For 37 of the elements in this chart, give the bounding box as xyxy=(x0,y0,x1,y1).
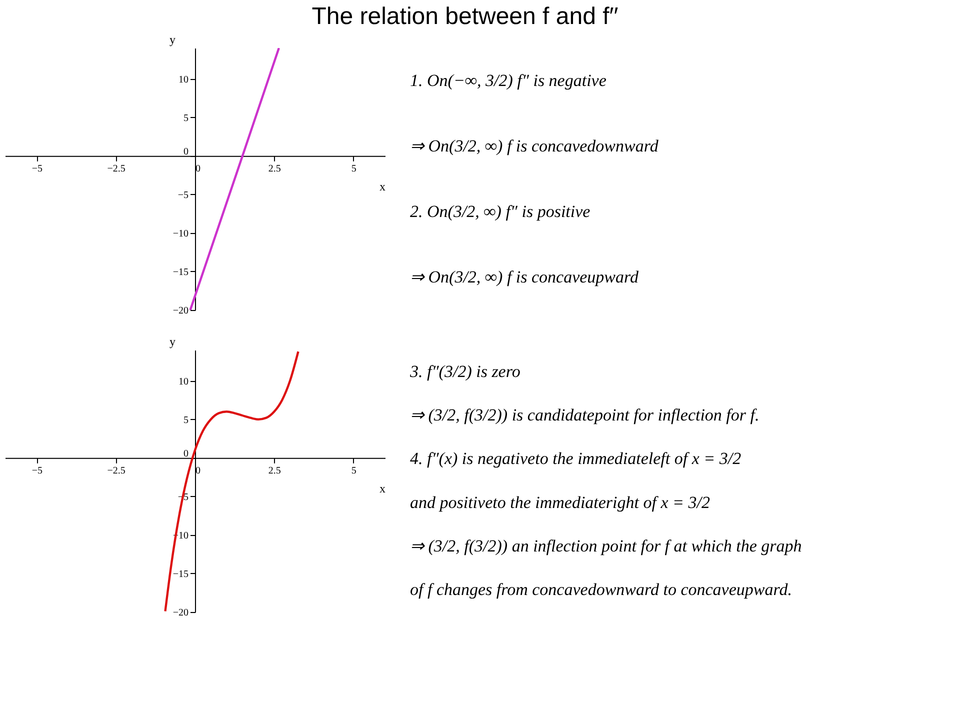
y-tick-label: 10 xyxy=(178,376,188,388)
y-tick-label: −15 xyxy=(172,266,188,278)
x-tick-label: 0 xyxy=(196,163,200,174)
text: and positiveto the immediateright of x = 3/2 xyxy=(410,492,710,512)
text: 2. On(3/2, ∞) f″ is positive xyxy=(410,202,591,221)
y-tick-label: 5 xyxy=(184,112,188,124)
y-tick-label: −15 xyxy=(172,568,188,580)
text: of f changes from concavedownward to concaveupward. xyxy=(410,580,792,600)
y-tick-label: 10 xyxy=(178,74,188,86)
text: ⇒ On(3/2, ∞) f is concaveupward xyxy=(410,267,640,286)
text: 3. f″(3/2) is zero xyxy=(409,362,520,381)
x-tick-label: 2.5 xyxy=(268,163,281,174)
y-tick-label: −10 xyxy=(172,228,188,240)
x-tick-label: 0 xyxy=(196,465,200,476)
text: 1. On(−∞, 3/2) f″ is negative xyxy=(410,70,607,90)
x-tick-label: 2.5 xyxy=(268,465,281,476)
text: ⇒ On(3/2, ∞) f is concavedownward xyxy=(410,136,659,156)
x-tick-label: −5 xyxy=(32,465,42,476)
y-tick-label: 5 xyxy=(184,414,188,426)
y-tick-label: −20 xyxy=(172,608,188,618)
x-axis-title: x xyxy=(380,179,386,194)
text: ⇒ (3/2, f(3/2)) is candidatepoint for inflection for f. xyxy=(410,406,760,424)
x-tick-label: −5 xyxy=(32,163,42,174)
y-tick-label: −5 xyxy=(178,190,188,201)
x-axis-title: x xyxy=(380,481,386,496)
y-tick-label: 0 xyxy=(184,146,188,158)
y-tick-label: 0 xyxy=(184,448,188,460)
y-axis-title: y xyxy=(170,32,176,46)
y-tick-label: −20 xyxy=(172,306,188,316)
x-tick-label: −2.5 xyxy=(107,465,126,476)
text: ⇒ (3/2, f(3/2)) an inflection point for f at which the graph xyxy=(410,536,802,556)
text: 4. f″(x) is negativeto the immediateleft of x = 3/2 xyxy=(410,449,742,468)
x-tick-label: 5 xyxy=(351,163,356,174)
x-tick-label: −2.5 xyxy=(107,163,126,174)
y-axis-title: y xyxy=(170,334,176,348)
text: The relation between f and f′′ xyxy=(312,3,619,30)
x-tick-label: 5 xyxy=(351,465,356,476)
